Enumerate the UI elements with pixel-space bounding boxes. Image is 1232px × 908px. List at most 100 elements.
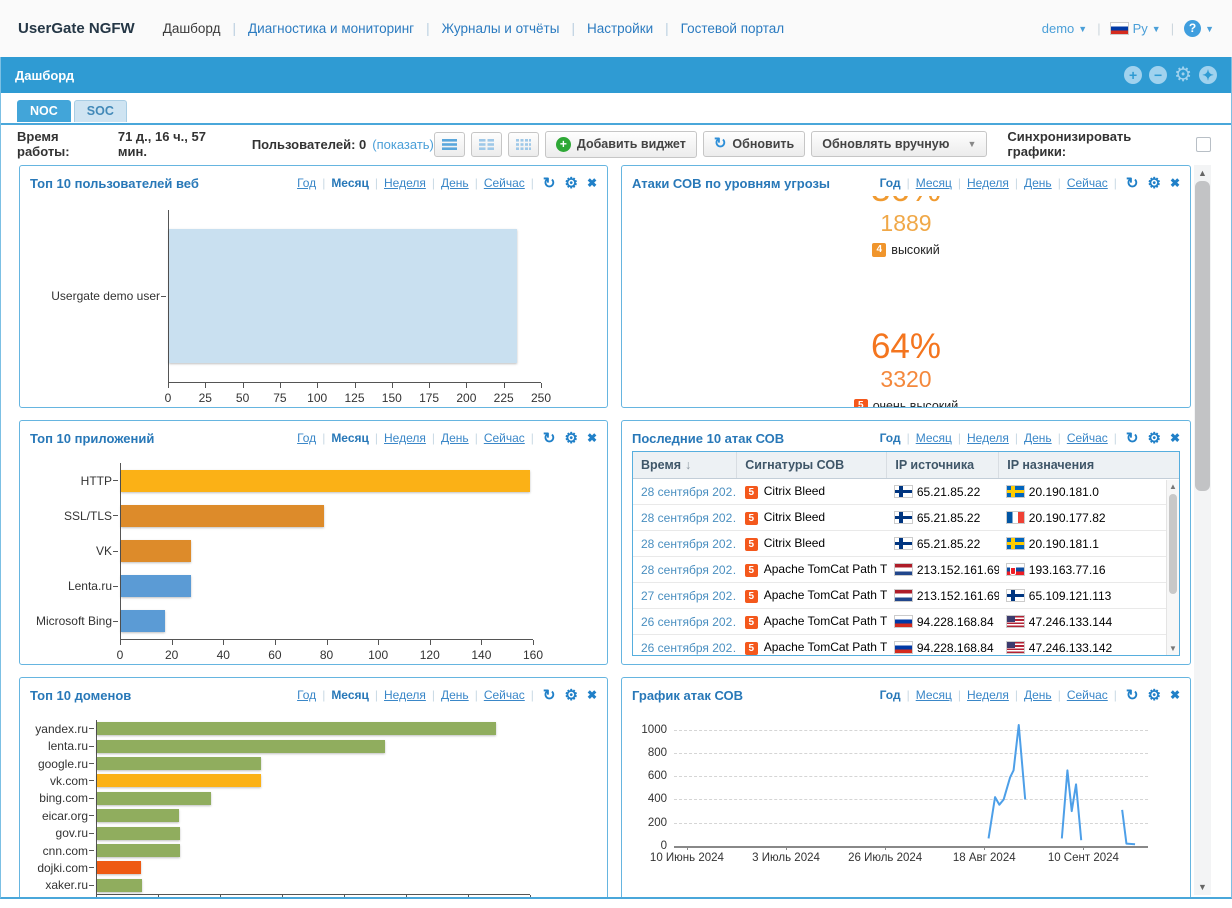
help-menu[interactable]: ? ▼ xyxy=(1184,20,1214,37)
add-circle-icon[interactable]: + xyxy=(1124,66,1143,84)
period-неделя[interactable]: Неделя xyxy=(967,176,1009,190)
period-сейчас[interactable]: Сейчас xyxy=(483,431,525,445)
close-icon[interactable]: ✖ xyxy=(1169,431,1180,445)
minus-circle-icon[interactable]: − xyxy=(1149,66,1168,84)
close-icon[interactable]: ✖ xyxy=(586,431,597,445)
period-день[interactable]: День xyxy=(1024,176,1052,190)
period-месяц[interactable]: Месяц xyxy=(915,431,952,445)
period-неделя[interactable]: Неделя xyxy=(967,688,1009,702)
show-users-link[interactable]: (показать) xyxy=(372,136,434,152)
gear-icon[interactable]: ⚙ xyxy=(1147,175,1161,192)
gear-icon[interactable]: ⚙ xyxy=(1147,687,1161,704)
layout-two-column-button[interactable] xyxy=(470,131,502,157)
table-row[interactable]: 28 сентября 202… 5 Citrix Bleed 65.21.85.22… xyxy=(633,530,1179,557)
widget-title: Топ 10 доменов xyxy=(30,687,132,703)
nav-item-диагностика-и-мониторинг[interactable]: Диагностика и мониторинг xyxy=(248,21,415,36)
period-год[interactable]: Год xyxy=(879,688,901,702)
star-circle-icon[interactable]: ✦ xyxy=(1199,66,1217,84)
gear-icon[interactable]: ⚙ xyxy=(564,687,578,704)
period-год[interactable]: Год xyxy=(297,176,317,190)
period-год[interactable]: Год xyxy=(879,176,901,190)
scroll-up-icon[interactable]: ▲ xyxy=(1198,168,1207,178)
layout-one-column-button[interactable] xyxy=(433,131,465,157)
period-год[interactable]: Год xyxy=(879,431,901,445)
refresh-icon[interactable]: ↻ xyxy=(1125,175,1139,192)
close-icon[interactable]: ✖ xyxy=(1169,176,1180,190)
period-сейчас[interactable]: Сейчас xyxy=(1066,431,1108,445)
period-месяц[interactable]: Месяц xyxy=(331,176,369,190)
bar-label: bing.com xyxy=(39,791,97,805)
period-неделя[interactable]: Неделя xyxy=(384,176,426,190)
scroll-down-icon[interactable]: ▼ xyxy=(1169,644,1177,653)
period-месяц[interactable]: Месяц xyxy=(331,688,369,702)
period-divider: | xyxy=(1113,688,1117,702)
column-header-ip-назначения[interactable]: IP назначения xyxy=(998,452,1179,479)
widget-header: Последние 10 атак СОВ Год | Месяц | Неделя | Д… xyxy=(622,421,1190,451)
scrollbar-thumb[interactable] xyxy=(1169,494,1177,594)
period-divider: | xyxy=(1113,431,1117,445)
table-row[interactable]: 28 сентября 202… 5 Citrix Bleed 65.21.85.22… xyxy=(633,504,1179,531)
close-icon[interactable]: ✖ xyxy=(1169,688,1180,702)
page-scrollbar[interactable]: ▲ ▼ xyxy=(1194,165,1211,895)
period-день[interactable]: День xyxy=(441,688,469,702)
scrollbar-thumb[interactable] xyxy=(1195,181,1210,491)
tab-soc[interactable]: SOC xyxy=(73,100,127,122)
add-widget-button[interactable]: + Добавить виджет xyxy=(544,130,697,158)
scroll-down-icon[interactable]: ▼ xyxy=(1198,882,1207,892)
gear-icon[interactable]: ⚙ xyxy=(1174,64,1192,86)
nav-item-журналы-и-отчёты[interactable]: Журналы и отчёты xyxy=(441,21,560,36)
refresh-button[interactable]: ↻ Обновить xyxy=(702,131,806,157)
stat-percent: 36% xyxy=(871,196,941,209)
period-месяц[interactable]: Месяц xyxy=(331,431,369,445)
period-divider: | xyxy=(906,431,910,445)
bar-label: eicar.org xyxy=(42,809,97,823)
period-день[interactable]: День xyxy=(1024,431,1052,445)
scroll-up-icon[interactable]: ▲ xyxy=(1169,482,1177,491)
period-год[interactable]: Год xyxy=(297,431,317,445)
period-divider: | xyxy=(530,176,534,190)
gear-icon[interactable]: ⚙ xyxy=(1147,430,1161,447)
refresh-icon[interactable]: ↻ xyxy=(542,687,556,704)
column-header-ip-источника[interactable]: IP источника xyxy=(886,452,1000,479)
period-неделя[interactable]: Неделя xyxy=(384,431,426,445)
table-scrollbar[interactable]: ▲ ▼ xyxy=(1166,480,1179,655)
layout-three-column-button[interactable] xyxy=(507,131,539,157)
period-сейчас[interactable]: Сейчас xyxy=(483,176,525,190)
column-header-сигнатуры-сов[interactable]: Сигнатуры СОВ xyxy=(736,452,888,479)
table-row[interactable]: 28 сентября 202… 5 Citrix Bleed 65.21.85.22… xyxy=(633,478,1179,505)
close-icon[interactable]: ✖ xyxy=(586,688,597,702)
period-сейчас[interactable]: Сейчас xyxy=(1066,688,1108,702)
close-icon[interactable]: ✖ xyxy=(586,176,597,190)
period-день[interactable]: День xyxy=(441,431,469,445)
refresh-icon[interactable]: ↻ xyxy=(1125,687,1139,704)
period-день[interactable]: День xyxy=(441,176,469,190)
tab-noc[interactable]: NOC xyxy=(17,100,71,122)
gear-icon[interactable]: ⚙ xyxy=(564,175,578,192)
refresh-icon[interactable]: ↻ xyxy=(542,430,556,447)
period-месяц[interactable]: Месяц xyxy=(915,688,952,702)
sync-charts-checkbox[interactable] xyxy=(1196,136,1211,152)
period-divider: | xyxy=(431,176,435,190)
user-menu[interactable]: demo ▼ xyxy=(1042,21,1087,36)
period-неделя[interactable]: Неделя xyxy=(384,688,426,702)
period-сейчас[interactable]: Сейчас xyxy=(483,688,525,702)
gear-icon[interactable]: ⚙ xyxy=(564,430,578,447)
refresh-mode-dropdown[interactable]: Обновлять вручную ▼ xyxy=(811,131,988,157)
language-menu[interactable]: Ру ▼ xyxy=(1109,21,1161,36)
refresh-icon[interactable]: ↻ xyxy=(542,175,556,192)
nav-item-гостевой-портал[interactable]: Гостевой портал xyxy=(680,21,785,36)
period-сейчас[interactable]: Сейчас xyxy=(1066,176,1108,190)
period-неделя[interactable]: Неделя xyxy=(967,431,1009,445)
period-месяц[interactable]: Месяц xyxy=(915,176,952,190)
period-год[interactable]: Год xyxy=(297,688,317,702)
nav-item-дашборд[interactable]: Дашборд xyxy=(162,21,221,36)
period-день[interactable]: День xyxy=(1024,688,1052,702)
column-header-время[interactable]: Время ↓ xyxy=(633,452,738,479)
nav-item-настройки[interactable]: Настройки xyxy=(586,21,654,36)
refresh-icon[interactable]: ↻ xyxy=(1125,430,1139,447)
